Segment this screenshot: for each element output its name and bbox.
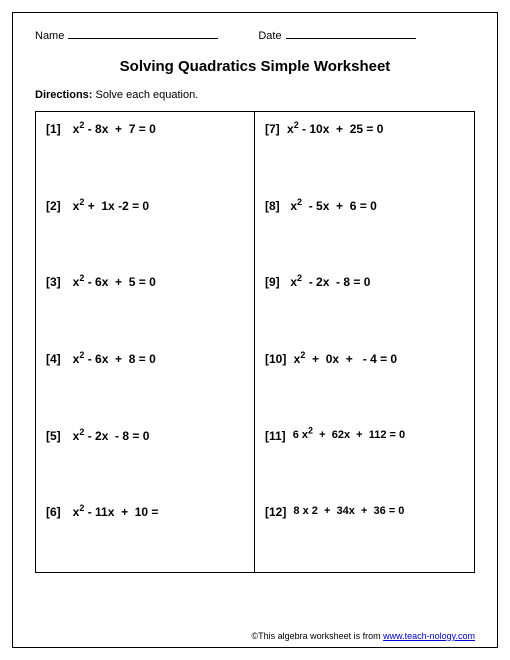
date-label: Date xyxy=(258,30,281,42)
problem-6: [6] x2 - 11x + 10 = xyxy=(36,495,254,572)
problem-10: [10] x2 + 0x + - 4 = 0 xyxy=(255,342,474,419)
footer-prefix: ©This algebra worksheet is from xyxy=(251,631,383,641)
problem-number: [11] xyxy=(265,429,286,443)
problem-number: [4] xyxy=(46,352,61,366)
problem-equation: 6 x2 + 62x + 112 = 0 xyxy=(290,429,405,441)
problem-equation: x2 - 6x + 8 = 0 xyxy=(73,352,156,366)
problem-number: [7] xyxy=(265,122,280,136)
problems-grid: [1] x2 - 8x + 7 = 0 [2] x2 + 1x -2 = 0 [3]… xyxy=(35,111,475,573)
directions-text: Solve each equation. xyxy=(96,89,199,101)
problem-equation: x2 - 8x + 7 = 0 xyxy=(73,122,156,136)
problem-equation: x2 - 2x - 8 = 0 xyxy=(73,429,150,443)
footer-credit: ©This algebra worksheet is from www.teac… xyxy=(251,631,475,641)
problem-3: [3] x2 - 6x + 5 = 0 xyxy=(36,265,254,342)
name-blank[interactable] xyxy=(68,27,218,39)
worksheet-page: Name Date Solving Quadratics Simple Work… xyxy=(12,12,498,648)
problem-equation: x2 - 11x + 10 = xyxy=(73,505,159,519)
header-fields: Name Date xyxy=(35,27,475,42)
problem-number: [3] xyxy=(46,275,61,289)
worksheet-title: Solving Quadratics Simple Worksheet xyxy=(35,58,475,75)
problem-number: [10] xyxy=(265,352,286,366)
problem-8: [8] x2 - 5x + 6 = 0 xyxy=(255,189,474,266)
footer-link[interactable]: www.teach-nology.com xyxy=(383,631,475,641)
problem-equation: 8 x 2 + 34x + 36 = 0 xyxy=(290,505,404,517)
name-label: Name xyxy=(35,30,64,42)
problem-11: [11] 6 x2 + 62x + 112 = 0 xyxy=(255,419,474,496)
problem-equation: x2 - 6x + 5 = 0 xyxy=(73,275,156,289)
problem-2: [2] x2 + 1x -2 = 0 xyxy=(36,189,254,266)
problem-5: [5] x2 - 2x - 8 = 0 xyxy=(36,419,254,496)
problem-9: [9] x2 - 2x - 8 = 0 xyxy=(255,265,474,342)
problem-number: [12] xyxy=(265,505,286,519)
problem-equation: x2 + 1x -2 = 0 xyxy=(73,199,149,213)
name-field: Name xyxy=(35,27,218,42)
right-column: [7] x2 - 10x + 25 = 0 [8] x2 - 5x + 6 = … xyxy=(255,112,474,572)
date-blank[interactable] xyxy=(286,27,416,39)
directions: Directions: Solve each equation. xyxy=(35,89,475,101)
problem-12: [12] 8 x 2 + 34x + 36 = 0 xyxy=(255,495,474,572)
problem-number: [6] xyxy=(46,505,61,519)
directions-label: Directions: xyxy=(35,89,92,101)
problem-number: [2] xyxy=(46,199,61,213)
problem-number: [8] xyxy=(265,199,280,213)
date-field: Date xyxy=(258,27,415,42)
problem-equation: x2 - 2x - 8 = 0 xyxy=(284,275,371,289)
problem-number: [9] xyxy=(265,275,280,289)
problem-1: [1] x2 - 8x + 7 = 0 xyxy=(36,112,254,189)
problem-equation: x2 - 10x + 25 = 0 xyxy=(284,122,384,136)
problem-equation: x2 + 0x + - 4 = 0 xyxy=(290,352,397,366)
problem-number: [5] xyxy=(46,429,61,443)
problem-7: [7] x2 - 10x + 25 = 0 xyxy=(255,112,474,189)
left-column: [1] x2 - 8x + 7 = 0 [2] x2 + 1x -2 = 0 [3]… xyxy=(36,112,255,572)
problem-equation: x2 - 5x + 6 = 0 xyxy=(284,199,377,213)
problem-4: [4] x2 - 6x + 8 = 0 xyxy=(36,342,254,419)
problem-number: [1] xyxy=(46,122,61,136)
